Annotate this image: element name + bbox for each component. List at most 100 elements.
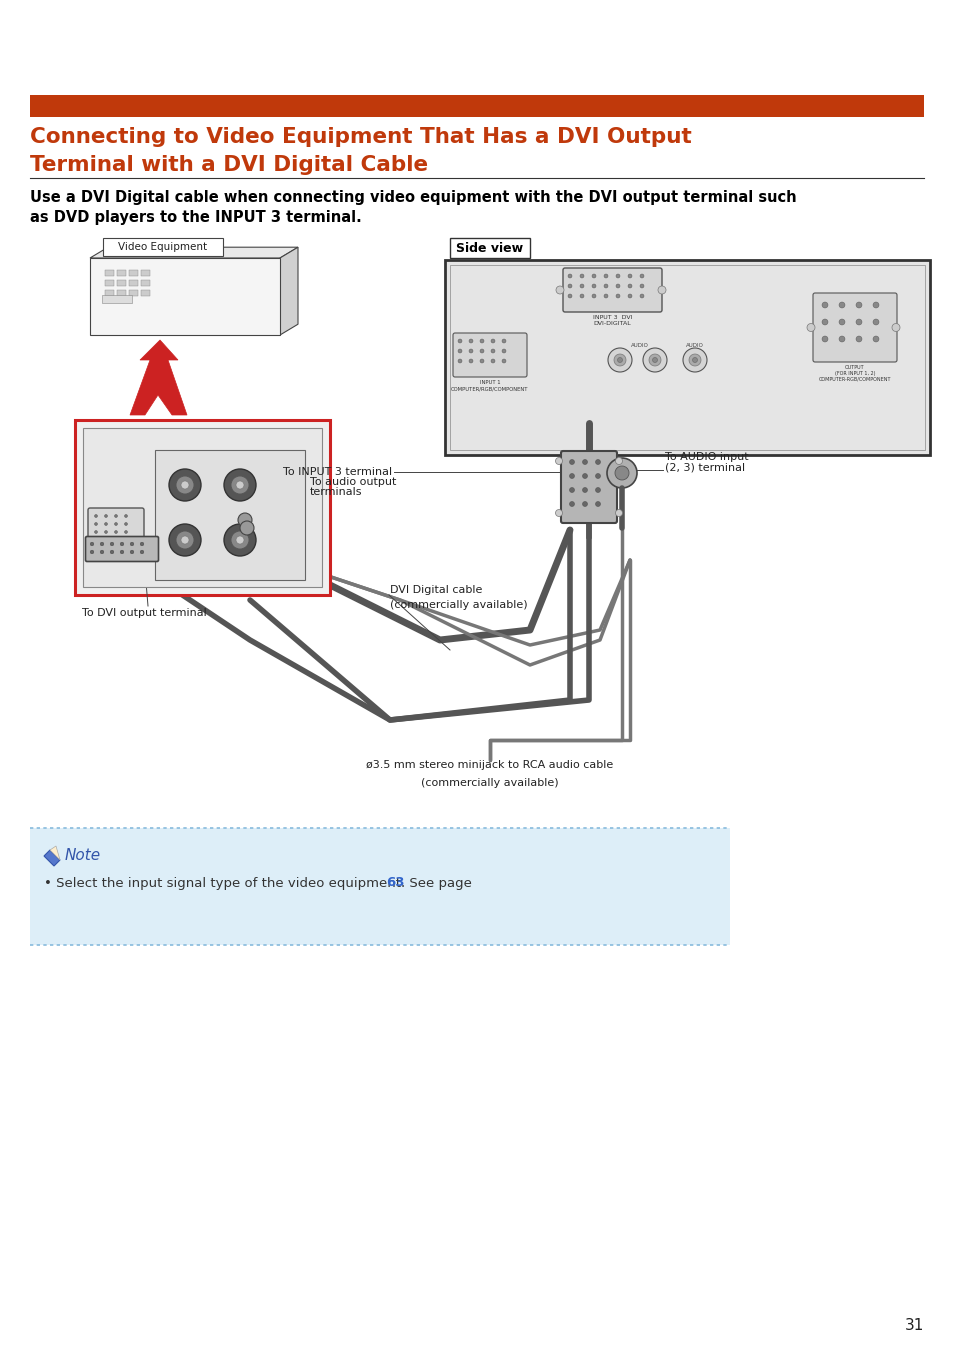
Bar [129, 290, 138, 296]
Circle shape [603, 295, 607, 299]
Text: AUDIO: AUDIO [630, 343, 648, 349]
Circle shape [479, 339, 483, 343]
Circle shape [469, 339, 473, 343]
Circle shape [105, 515, 108, 517]
Circle shape [140, 550, 144, 554]
Bar [30, 95, 923, 118]
Circle shape [615, 509, 622, 516]
Bar [154, 450, 305, 580]
Text: To INPUT 3 terminal: To INPUT 3 terminal [283, 467, 392, 477]
Circle shape [891, 323, 899, 331]
Circle shape [579, 284, 583, 288]
Text: .: . [400, 877, 404, 889]
Circle shape [595, 488, 599, 493]
FancyBboxPatch shape [560, 451, 617, 523]
Circle shape [130, 550, 133, 554]
Circle shape [872, 303, 878, 308]
Circle shape [457, 359, 461, 363]
Circle shape [125, 531, 128, 534]
Bar [117, 290, 126, 296]
Circle shape [682, 349, 706, 372]
Circle shape [569, 488, 574, 493]
Bar [102, 295, 132, 303]
FancyBboxPatch shape [86, 536, 158, 562]
Circle shape [114, 515, 117, 517]
Circle shape [627, 274, 631, 278]
Circle shape [592, 274, 596, 278]
Circle shape [555, 458, 562, 465]
Bar [129, 280, 138, 286]
FancyBboxPatch shape [562, 267, 661, 312]
Circle shape [469, 349, 473, 353]
Circle shape [603, 284, 607, 288]
Text: terminals: terminals [310, 486, 362, 497]
Bar [90, 258, 280, 335]
Bar [450, 265, 924, 450]
Circle shape [642, 349, 666, 372]
Text: (commercially available): (commercially available) [420, 778, 558, 788]
Circle shape [231, 531, 249, 549]
Text: To AUDIO input: To AUDIO input [664, 453, 748, 462]
Circle shape [114, 531, 117, 534]
Circle shape [579, 274, 583, 278]
Circle shape [567, 295, 572, 299]
Text: AUDIO: AUDIO [685, 343, 703, 349]
Circle shape [688, 354, 700, 366]
Circle shape [175, 476, 193, 494]
Bar [117, 270, 126, 276]
FancyBboxPatch shape [812, 293, 896, 362]
Circle shape [240, 521, 253, 535]
Text: Video Equipment: Video Equipment [118, 242, 208, 253]
Polygon shape [50, 846, 60, 861]
Circle shape [821, 336, 827, 342]
Circle shape [479, 349, 483, 353]
Bar [103, 238, 223, 255]
Circle shape [100, 550, 104, 554]
Circle shape [237, 513, 252, 527]
Circle shape [555, 509, 562, 516]
Circle shape [592, 284, 596, 288]
Circle shape [91, 550, 93, 554]
Circle shape [556, 286, 563, 295]
Text: ø3.5 mm stereo minijack to RCA audio cable: ø3.5 mm stereo minijack to RCA audio cab… [366, 761, 613, 770]
Circle shape [579, 295, 583, 299]
Bar [75, 420, 330, 594]
FancyBboxPatch shape [453, 332, 526, 377]
Circle shape [582, 488, 587, 493]
Text: as DVD players to the INPUT 3 terminal.: as DVD players to the INPUT 3 terminal. [30, 209, 361, 226]
Polygon shape [130, 340, 187, 415]
Circle shape [125, 523, 128, 526]
Circle shape [639, 284, 643, 288]
Polygon shape [90, 247, 297, 258]
Circle shape [169, 524, 201, 557]
Circle shape [469, 359, 473, 363]
Circle shape [224, 469, 255, 501]
Circle shape [111, 542, 113, 546]
Circle shape [569, 473, 574, 478]
Text: Terminal with a DVI Digital Cable: Terminal with a DVI Digital Cable [30, 155, 428, 176]
Circle shape [872, 319, 878, 326]
Circle shape [592, 295, 596, 299]
Circle shape [140, 542, 144, 546]
Circle shape [607, 349, 631, 372]
Circle shape [582, 473, 587, 478]
Circle shape [821, 303, 827, 308]
Text: (commercially available): (commercially available) [390, 600, 527, 611]
Bar [450, 238, 530, 258]
Circle shape [806, 323, 814, 331]
Text: 31: 31 [903, 1317, 923, 1332]
Text: Connecting to Video Equipment That Has a DVI Output: Connecting to Video Equipment That Has a… [30, 127, 691, 147]
Circle shape [120, 550, 124, 554]
Circle shape [639, 274, 643, 278]
Bar [141, 270, 150, 276]
Circle shape [648, 354, 660, 366]
Circle shape [231, 476, 249, 494]
Circle shape [652, 358, 657, 362]
Circle shape [606, 458, 637, 488]
Bar [444, 259, 929, 455]
Circle shape [567, 274, 572, 278]
Text: INPUT 1
COMPUTER/RGB/COMPONENT: INPUT 1 COMPUTER/RGB/COMPONENT [451, 380, 528, 392]
Circle shape [120, 542, 124, 546]
Circle shape [627, 295, 631, 299]
Circle shape [615, 466, 628, 480]
